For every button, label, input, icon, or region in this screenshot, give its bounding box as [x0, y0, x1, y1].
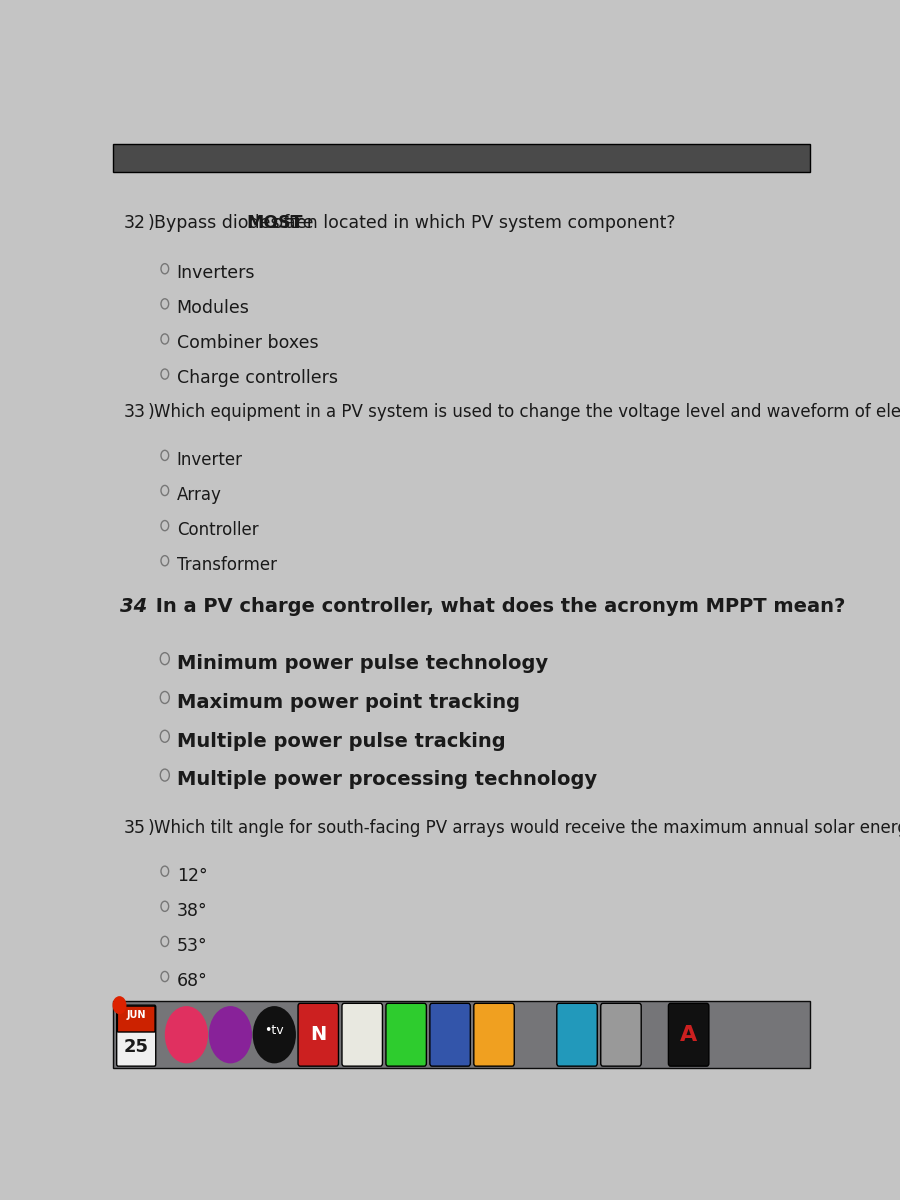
- Text: Transformer: Transformer: [176, 556, 276, 574]
- FancyBboxPatch shape: [112, 1002, 810, 1068]
- Text: Array: Array: [176, 486, 221, 504]
- FancyBboxPatch shape: [557, 1003, 598, 1066]
- Text: ): ): [148, 215, 154, 233]
- Text: In a PV charge controller, what does the acronym MPPT mean?: In a PV charge controller, what does the…: [148, 596, 845, 616]
- Text: Inverters: Inverters: [176, 264, 256, 282]
- Text: ): ): [148, 818, 154, 836]
- Text: Which tilt angle for south-facing PV arrays would receive the maximum annual sol: Which tilt angle for south-facing PV arr…: [155, 818, 900, 836]
- FancyBboxPatch shape: [117, 1006, 155, 1032]
- FancyBboxPatch shape: [117, 1006, 156, 1066]
- Circle shape: [253, 1006, 296, 1063]
- Text: Modules: Modules: [176, 299, 249, 317]
- Text: 53°: 53°: [176, 937, 207, 955]
- Text: Multiple power processing technology: Multiple power processing technology: [176, 770, 597, 790]
- Text: •tv: •tv: [265, 1024, 284, 1037]
- Text: 33: 33: [124, 403, 146, 421]
- Text: often located in which PV system component?: often located in which PV system compone…: [267, 215, 676, 233]
- FancyBboxPatch shape: [430, 1003, 471, 1066]
- Text: JUN: JUN: [127, 1010, 146, 1020]
- Text: Bypass diodes are: Bypass diodes are: [155, 215, 320, 233]
- Text: Multiple power pulse tracking: Multiple power pulse tracking: [176, 732, 505, 751]
- Text: Charge controllers: Charge controllers: [176, 370, 338, 388]
- Circle shape: [209, 1006, 252, 1063]
- Text: Minimum power pulse technology: Minimum power pulse technology: [176, 654, 548, 673]
- Text: 34: 34: [120, 596, 147, 616]
- Text: 25: 25: [123, 1038, 148, 1056]
- Circle shape: [113, 997, 126, 1014]
- Text: 12°: 12°: [176, 866, 207, 884]
- Text: 35: 35: [124, 818, 146, 836]
- FancyBboxPatch shape: [386, 1003, 427, 1066]
- FancyBboxPatch shape: [298, 1003, 338, 1066]
- Text: Which equipment in a PV system is used to change the voltage level and waveform : Which equipment in a PV system is used t…: [155, 403, 900, 421]
- FancyBboxPatch shape: [473, 1003, 514, 1066]
- Text: 68°: 68°: [176, 972, 207, 990]
- Text: MOST: MOST: [246, 215, 302, 233]
- Circle shape: [165, 1006, 208, 1063]
- Text: ): ): [148, 403, 154, 421]
- Text: Controller: Controller: [176, 521, 258, 539]
- FancyBboxPatch shape: [342, 1003, 382, 1066]
- Text: 38°: 38°: [176, 901, 207, 919]
- FancyBboxPatch shape: [601, 1003, 641, 1066]
- FancyBboxPatch shape: [112, 144, 810, 172]
- Text: Maximum power point tracking: Maximum power point tracking: [176, 692, 519, 712]
- Text: Combiner boxes: Combiner boxes: [176, 335, 319, 353]
- Text: Inverter: Inverter: [176, 451, 243, 469]
- FancyBboxPatch shape: [669, 1003, 709, 1066]
- Text: A: A: [680, 1025, 698, 1045]
- Text: N: N: [310, 1025, 327, 1044]
- Text: 32: 32: [124, 215, 146, 233]
